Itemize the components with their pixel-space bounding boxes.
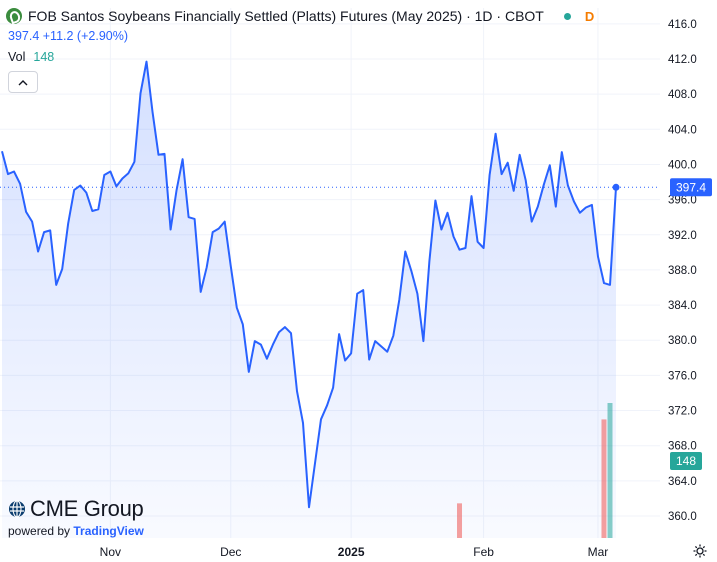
x-tick-label: Feb	[473, 545, 494, 559]
y-tick-label: 392.0	[668, 230, 697, 242]
last-volume-badge-label: 148	[676, 454, 696, 468]
price-line[interactable]	[1, 60, 617, 509]
tradingview-link[interactable]: TradingView	[73, 524, 144, 538]
area-fill	[2, 61, 616, 538]
x-tick-label: 2025	[338, 545, 365, 559]
last-price-badge	[670, 178, 712, 197]
volume-value: 148	[33, 50, 55, 64]
collapse-legend-button[interactable]	[8, 71, 38, 93]
y-tick-label: 368.0	[668, 441, 697, 453]
y-tick-label: 376.0	[668, 370, 697, 382]
price-change: 397.4 +11.2 (+2.90%)	[8, 29, 128, 43]
volume-bar[interactable]	[607, 403, 613, 538]
y-tick-label: 412.0	[668, 54, 697, 66]
y-tick-label: 404.0	[668, 124, 697, 136]
symbol-logo-icon	[6, 8, 22, 24]
last-volume-badge	[670, 452, 702, 470]
powered-by: powered by TradingView	[8, 524, 144, 538]
x-tick-label: Mar	[588, 545, 609, 559]
chart-header: FOB Santos Soybeans Financially Settled …	[6, 8, 594, 24]
chart-title: FOB Santos Soybeans Financially Settled …	[28, 8, 544, 24]
powered-prefix: powered by	[8, 524, 71, 538]
y-tick-label: 396.0	[668, 195, 697, 207]
last-price-badge-label: 397.4	[676, 180, 706, 194]
volume-legend: Vol 148	[8, 50, 54, 64]
y-tick-label: 360.0	[668, 511, 697, 523]
x-tick-label: Nov	[100, 545, 121, 559]
delayed-flag[interactable]: D	[584, 8, 595, 24]
settings-gear-icon[interactable]	[693, 544, 707, 558]
y-tick-label: 400.0	[668, 159, 697, 171]
volume-label: Vol	[8, 50, 26, 64]
y-tick-label: 372.0	[668, 406, 697, 418]
volume-bar[interactable]	[601, 419, 607, 538]
last-price-marker[interactable]	[612, 183, 620, 191]
brand-name: CME Group	[30, 496, 144, 521]
y-tick-label: 408.0	[668, 89, 697, 101]
y-tick-label: 380.0	[668, 335, 697, 347]
y-tick-label: 388.0	[668, 265, 697, 277]
chevron-up-icon	[18, 79, 28, 85]
cme-globe-icon	[9, 500, 25, 518]
branding: CME Group powered by TradingView	[8, 496, 144, 538]
y-tick-label: 416.0	[668, 19, 697, 31]
volume-bar[interactable]	[457, 503, 463, 538]
x-tick-label: Dec	[220, 545, 241, 559]
y-tick-label: 364.0	[668, 476, 697, 488]
y-tick-label: 384.0	[668, 300, 697, 312]
market-status-icon[interactable]	[563, 12, 571, 20]
